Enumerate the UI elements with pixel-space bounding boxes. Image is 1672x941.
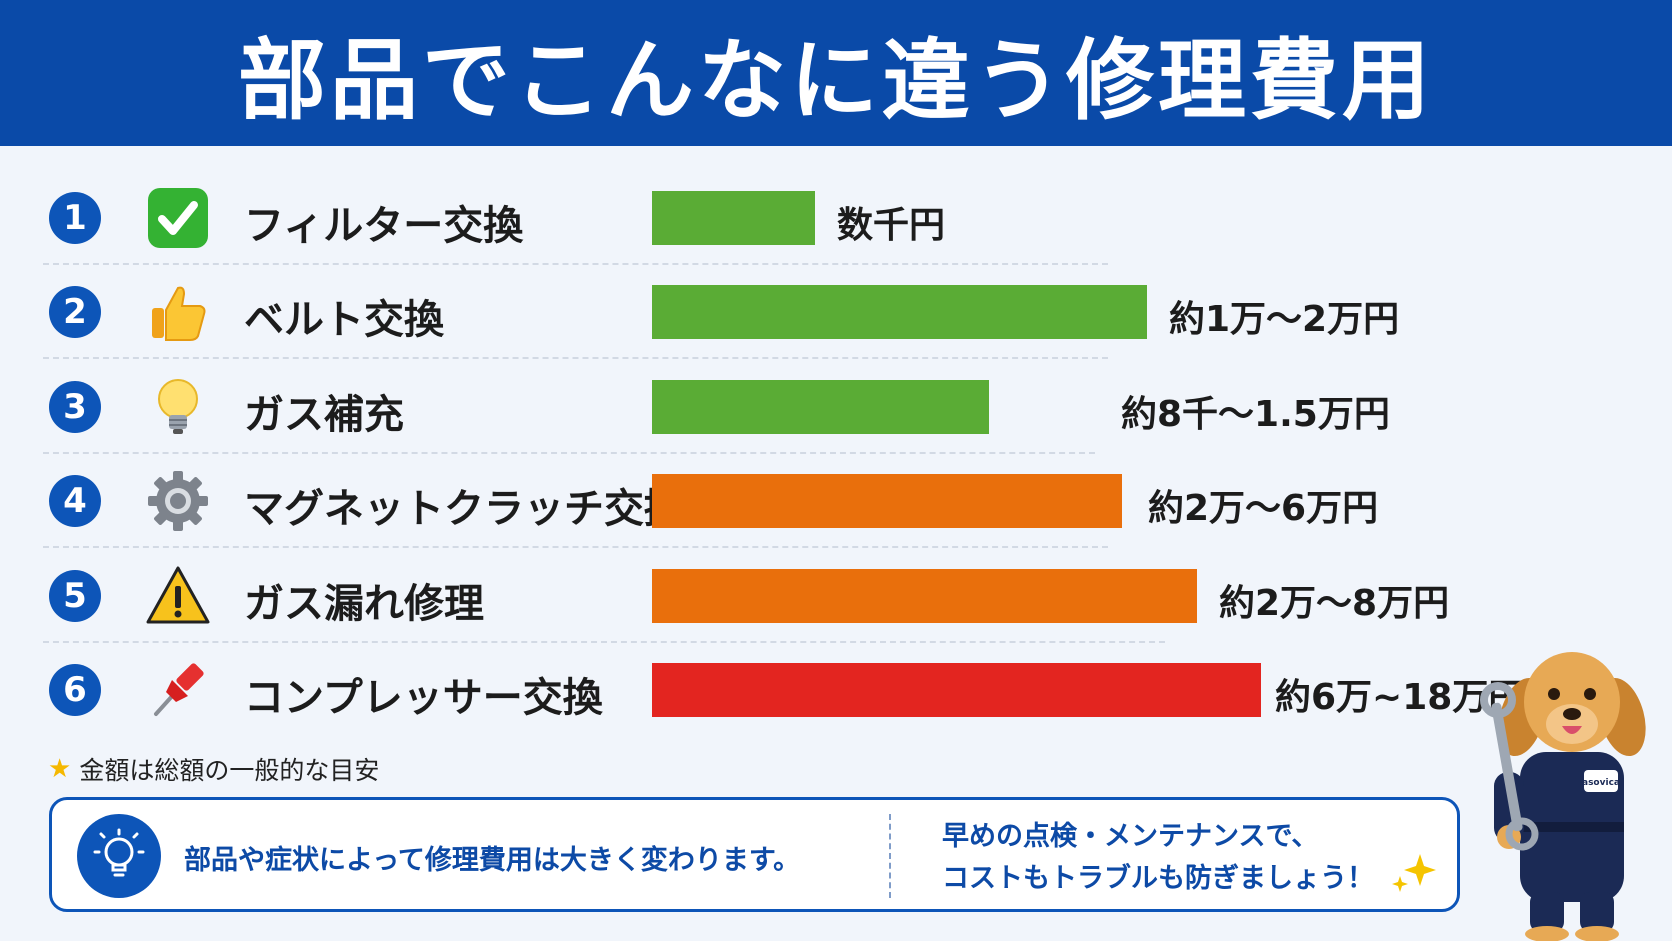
light-bulb-icon [146, 375, 210, 439]
rank-badge: 6 [49, 664, 101, 716]
category-label: フィルター交換 [244, 203, 524, 249]
row-divider [43, 263, 1108, 265]
row-divider [43, 546, 1108, 548]
light-bulb-icon [77, 814, 161, 898]
pushpin-icon [146, 658, 210, 722]
info-right-line1: 早めの点検・メンテナンスで、 [942, 821, 1319, 852]
thumbs-up-icon [146, 280, 210, 344]
info-right-line2: コストもトラブルも防ぎましょう！ [942, 863, 1374, 894]
chart-row: 2 ベルト交換 約1万〜2万円 [0, 265, 1672, 359]
category-label: ガス漏れ修理 [244, 581, 484, 627]
value-label: 約2万〜6万円 [1148, 488, 1379, 529]
value-label: 約2万〜8万円 [1219, 583, 1450, 624]
category-label: ベルト交換 [244, 297, 444, 343]
bar [652, 191, 815, 245]
bar [652, 663, 1261, 717]
page-title: 部品でこんなに違う修理費用 [237, 28, 1434, 132]
check-mark-icon [146, 186, 210, 250]
mascot-dog-mechanic: asovica [1480, 652, 1646, 941]
info-separator [889, 814, 891, 898]
chart-row: 5 ガス漏れ修理 約2万〜8万円 [0, 549, 1672, 643]
sparkle-icon [1392, 854, 1436, 892]
rank-badge: 1 [49, 192, 101, 244]
value-label: 約1万〜2万円 [1169, 299, 1400, 340]
footnote: ★ 金額は総額の一般的な目安 [48, 751, 379, 787]
value-label: 数千円 [837, 205, 946, 246]
rank-badge: 4 [49, 475, 101, 527]
category-label: コンプレッサー交換 [244, 675, 603, 721]
title-banner: 部品でこんなに違う修理費用 [0, 0, 1672, 146]
star-icon: ★ [48, 754, 72, 784]
info-box: 部品や症状によって修理費用は大きく変わります。 早めの点検・メンテナンスで、 コ… [49, 797, 1460, 912]
value-label: 約8千〜1.5万円 [1121, 394, 1390, 435]
warning-icon [146, 564, 210, 628]
bar [652, 474, 1122, 528]
row-divider [43, 641, 1165, 643]
gear-icon [146, 469, 210, 533]
chart-row: 4 マグネットクラッチ交換 約2万〜6万円 [0, 454, 1672, 548]
bar [652, 285, 1147, 339]
chart-row: 6 コンプレッサー交換 約6万~18万円 [0, 643, 1672, 737]
category-label: ガス補充 [244, 392, 404, 438]
mascot-badge: asovica [1582, 778, 1620, 788]
chart-row: 1 フィルター交換 数千円 [0, 171, 1672, 265]
footnote-text: 金額は総額の一般的な目安 [79, 756, 380, 785]
row-divider [43, 357, 1108, 359]
rank-badge: 5 [49, 570, 101, 622]
rank-badge: 3 [49, 381, 101, 433]
chart-row: 3 ガス補充 約8千〜1.5万円 [0, 360, 1672, 454]
category-label: マグネットクラッチ交換 [244, 486, 684, 532]
info-left-text: 部品や症状によって修理費用は大きく変わります。 [184, 845, 801, 876]
info-right-text: 早めの点検・メンテナンスで、 コストもトラブルも防ぎましょう！ [942, 816, 1374, 900]
rank-badge: 2 [49, 286, 101, 338]
row-divider [43, 452, 1095, 454]
bar [652, 380, 989, 434]
bar [652, 569, 1197, 623]
